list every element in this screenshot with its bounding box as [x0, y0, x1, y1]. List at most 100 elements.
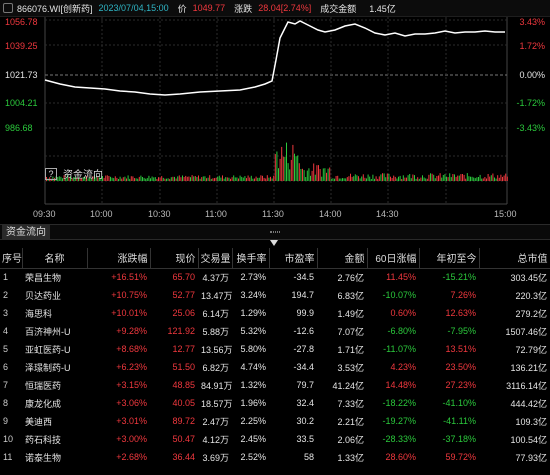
table-cell: 3.69万: [202, 452, 229, 463]
volume-bar: [406, 177, 407, 181]
column-header-6[interactable]: 市盈率: [269, 248, 318, 269]
volume-bar: [113, 178, 115, 181]
tab-fund-flow[interactable]: 资金流向: [2, 225, 50, 240]
volume-bar: [498, 177, 500, 181]
table-row[interactable]: 3 海思科 +10.01% 25.06 6.14万 1.29% 99.9 1.49亿 0.60%…: [0, 304, 550, 322]
column-header-7[interactable]: 金额: [317, 248, 368, 269]
column-header-4[interactable]: 交易量: [198, 248, 233, 269]
volume-bar: [142, 177, 143, 181]
volume-bar: [233, 175, 235, 181]
table-row[interactable]: 11 诺泰生物 +2.68% 36.44 3.69万 2.52% 58 1.33亿 28.60%…: [0, 448, 550, 466]
volume-bar: [126, 178, 127, 181]
table-cell: 40.05: [172, 398, 195, 408]
table-cell: 30.2: [296, 416, 314, 426]
volume-bar: [79, 178, 81, 181]
table-header-row: 序号 名称 涨跌幅 现价 交易量 换手率 市盈率 金额 60日涨幅 年初至今 总市值: [0, 248, 550, 269]
table-cell: 4.23%: [390, 362, 416, 372]
volume-bar: [284, 156, 286, 181]
volume-bar: [82, 177, 84, 181]
column-header-2[interactable]: 涨跌幅: [87, 248, 151, 269]
table-cell: 2.06亿: [337, 434, 364, 445]
table-cell: -7.95%: [447, 326, 476, 336]
table-row[interactable]: 9 美迪西 +3.01% 89.72 2.47万 2.25% 30.2 2.21亿 -19.27…: [0, 412, 550, 430]
volume-bar: [198, 175, 199, 181]
chart-grid: [44, 17, 508, 205]
volume-bar: [68, 177, 70, 181]
change-value: 28.04[2.74%]: [258, 3, 312, 13]
table-cell: 12.63%: [445, 308, 476, 318]
table-cell: 3: [3, 308, 9, 318]
volume-bar: [458, 175, 460, 181]
volume-bar: [465, 178, 467, 181]
volume-bar: [385, 177, 387, 181]
table-row[interactable]: 10 药石科技 +3.00% 50.47 4.12万 2.45% 33.5 2.06亿 -28.…: [0, 430, 550, 448]
volume-bar: [375, 176, 377, 181]
volume-bar: [102, 176, 103, 181]
volume-bar: [132, 176, 134, 181]
volume-bar: [462, 174, 463, 181]
table-cell: 279.2亿: [515, 308, 547, 319]
column-header-10[interactable]: 总市值: [479, 248, 550, 269]
volume-bar: [87, 178, 89, 181]
volume-bar: [329, 167, 331, 181]
volume-bar: [497, 175, 499, 181]
resize-grip-icon[interactable]: [270, 231, 280, 233]
volume-bar: [239, 175, 241, 181]
table-cell: 99.9: [296, 308, 314, 318]
change-label: 涨跌: [234, 3, 253, 14]
volume-bar: [217, 176, 219, 181]
table-cell: 5.32%: [240, 326, 266, 336]
table-row[interactable]: 7 恒瑞医药 +3.15% 48.85 84.91万 1.32% 79.7 41.24亿 14.…: [0, 376, 550, 394]
y-right-label-4: -3.43%: [516, 123, 545, 133]
volume-bar: [444, 174, 446, 181]
volume-bar: [335, 176, 337, 181]
volume-bar: [222, 175, 223, 181]
time-label-0: 09:30: [33, 209, 56, 219]
volume-bar: [159, 177, 161, 181]
table-cell: 2.47万: [202, 416, 229, 427]
volume-bar: [463, 174, 465, 181]
volume-bar: [140, 175, 142, 181]
volume-bar: [356, 175, 358, 181]
column-header-9[interactable]: 年初至今: [419, 248, 480, 269]
table-row[interactable]: 5 亚虹医药-U +8.68% 12.77 13.56万 5.80% -27.8 1.71亿 -…: [0, 340, 550, 358]
table-row[interactable]: 1 荣昌生物 +16.51% 65.70 4.37万 2.73% -34.5 2.76亿 11.…: [0, 268, 550, 286]
volume-bar: [495, 178, 497, 181]
volume-bar: [121, 178, 123, 181]
menu-icon[interactable]: [3, 3, 13, 13]
volume-bar: [492, 173, 494, 181]
volume-bar: [118, 179, 119, 181]
table-row[interactable]: 6 泽璟制药-U +6.23% 51.50 6.82万 4.74% -34.4 3.53亿 4.…: [0, 358, 550, 376]
volume-bar: [370, 179, 372, 181]
volume-bar: [337, 175, 339, 181]
column-header-3[interactable]: 现价: [150, 248, 199, 269]
table-row[interactable]: 4 百济神州-U +9.28% 121.92 5.88万 5.32% -12.6 7.07亿 -…: [0, 322, 550, 340]
volume-bar: [124, 176, 126, 181]
volume-bar: [134, 178, 135, 181]
volume-bar: [214, 178, 215, 181]
volume-bar: [209, 175, 211, 181]
column-header-1[interactable]: 名称: [22, 248, 88, 269]
volume-bar: [382, 173, 383, 181]
column-header-8[interactable]: 60日涨幅: [367, 248, 420, 269]
column-header-5[interactable]: 换手率: [232, 248, 270, 269]
sort-desc-icon[interactable]: [270, 240, 278, 246]
volume-bar: [433, 174, 435, 181]
volume-bar: [486, 178, 487, 181]
intraday-chart[interactable]: [0, 0, 550, 224]
table-body: 1 荣昌生物 +16.51% 65.70 4.37万 2.73% -34.5 2.76亿 11.…: [0, 268, 550, 466]
volume-bar: [143, 177, 145, 181]
column-header-0[interactable]: 序号: [0, 248, 23, 269]
volume-bar: [449, 173, 451, 181]
volume-bar: [334, 178, 335, 181]
volume-bar: [442, 175, 444, 181]
table-row[interactable]: 8 康龙化成 +3.06% 40.05 18.57万 1.96% 32.4 7.33亿 -18.…: [0, 394, 550, 412]
table-cell: 5.80%: [240, 344, 266, 354]
question-icon[interactable]: ?: [45, 167, 57, 180]
volume-bar: [202, 176, 204, 181]
fund-flow-toggle[interactable]: ? 资金流向: [45, 166, 103, 181]
table-row[interactable]: 2 贝达药业 +10.75% 52.77 13.47万 3.24% 194.7 6.83亿 -1…: [0, 286, 550, 304]
table-cell: -12.6: [293, 326, 314, 336]
volume-bar: [297, 155, 299, 181]
volume-bars: [46, 142, 508, 181]
